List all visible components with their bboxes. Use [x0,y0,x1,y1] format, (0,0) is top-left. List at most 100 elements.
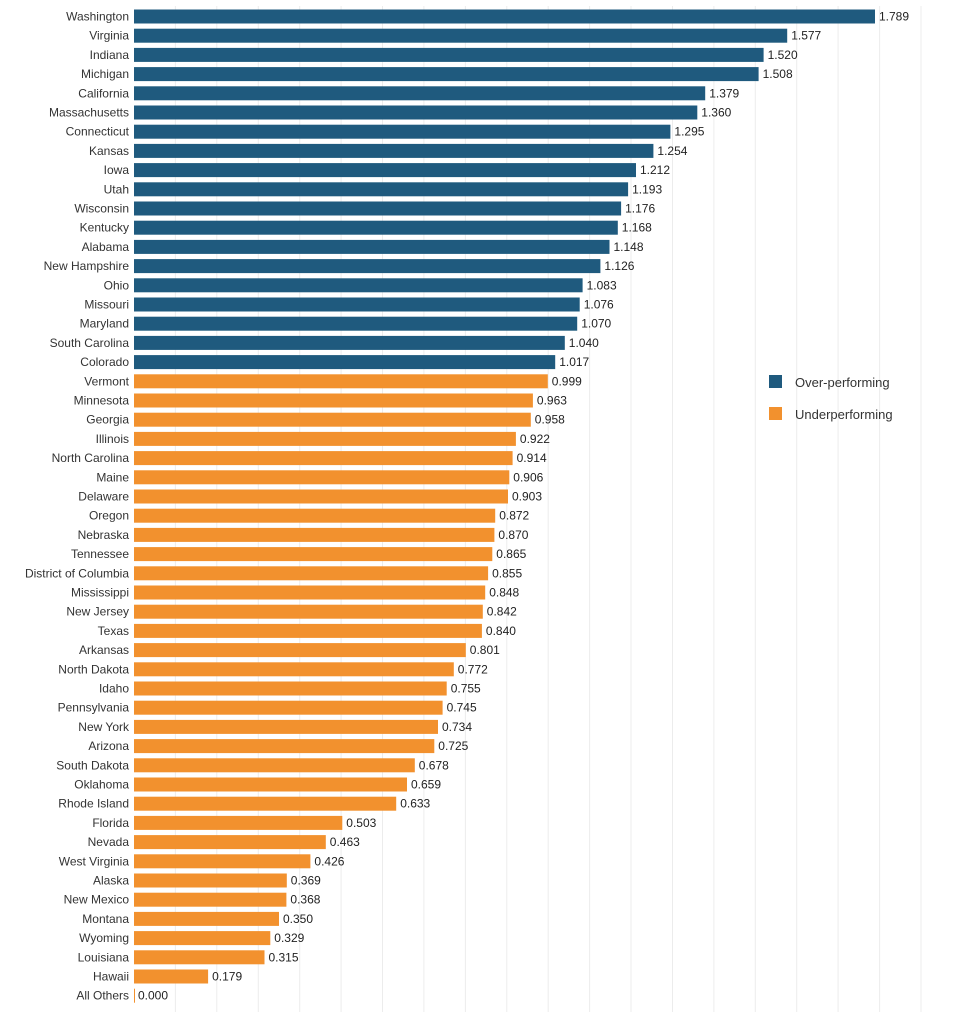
category-label: Michigan [81,67,129,81]
category-label: Nevada [88,835,130,849]
value-label: 0.659 [411,778,441,792]
bar [134,163,636,178]
bar-row: Wisconsin 1.176 [74,201,655,216]
category-label: New Hampshire [44,259,130,273]
bar [134,508,496,523]
bar [134,393,533,408]
value-label: 1.360 [701,106,731,120]
bar-row: North Dakota 0.772 [58,662,488,677]
bar [134,374,548,389]
value-label: 0.922 [520,432,550,446]
value-label: 1.520 [768,48,798,62]
value-label: 0.865 [496,547,526,561]
value-label: 1.126 [604,259,634,273]
bar [134,182,629,197]
value-label: 1.017 [559,355,589,369]
value-label: 0.633 [400,797,430,811]
bar-row: Indiana 1.520 [90,47,798,62]
bar [134,9,875,24]
category-label: Oklahoma [74,778,129,792]
legend-swatch-over [769,375,782,388]
category-label: New Mexico [64,893,130,907]
value-label: 0.840 [486,624,516,638]
bar-row: Vermont 0.999 [84,374,582,389]
bar-row: Arkansas 0.801 [79,643,500,658]
bar-row: Rhode Island 0.633 [58,796,431,811]
bar [134,643,466,658]
category-label: New Jersey [66,605,129,619]
category-label: Kentucky [80,221,129,235]
category-label: Connecticut [66,125,130,139]
category-label: Virginia [89,29,129,43]
category-label: Vermont [84,374,129,388]
bar [134,239,610,254]
bar-row: Nebraska 0.870 [78,527,529,542]
bar [134,220,618,235]
category-label: Colorado [80,355,129,369]
bar-row: Tennessee 0.865 [71,547,527,562]
value-label: 1.379 [709,86,739,100]
legend: Over-performing Underperforming [769,375,893,422]
value-label: 0.315 [269,950,299,964]
bar-row: Idaho 0.755 [99,681,481,696]
bar [134,566,489,581]
bar-row: Maine 0.906 [96,470,544,485]
bar [134,124,671,139]
value-label: 1.577 [791,29,821,43]
bar-row: New York 0.734 [78,719,472,734]
value-label: 0.963 [537,394,567,408]
bar-row: Virginia 1.577 [89,28,822,43]
value-label: 0.725 [438,739,468,753]
bar [134,105,698,120]
value-label: 1.193 [632,182,662,196]
category-label: Nebraska [78,528,130,542]
bar-row: Oregon 0.872 [89,508,530,523]
bar-row: South Carolina 1.040 [50,335,599,350]
bar-row: Iowa 1.212 [104,163,670,178]
bar [134,335,565,350]
bars: Washington 1.789 Virginia 1.577 Indiana 1.520… [25,9,909,1003]
bar [134,719,438,734]
bar-row: Kentucky 1.168 [80,220,652,235]
category-label: Massachusetts [49,106,129,120]
category-label: Arkansas [79,643,129,657]
bar [134,585,486,600]
bar [134,931,271,946]
bar [134,681,447,696]
bar [134,892,287,907]
category-label: Texas [98,624,129,638]
bar-row: Louisiana 0.315 [78,950,299,965]
category-label: Florida [92,816,129,830]
bar [134,527,495,542]
category-label: Pennsylvania [58,701,130,715]
category-label: Montana [82,912,129,926]
bar-row: Pennsylvania 0.745 [58,700,477,715]
bar-row: Missouri 1.076 [84,297,614,312]
category-label: Missouri [84,298,129,312]
category-label: Mississippi [71,586,129,600]
bar [134,815,343,830]
bar-row: Oklahoma 0.659 [74,777,441,792]
bar [134,431,516,446]
bar [134,911,279,926]
bar [134,67,759,82]
bar-row: Texas 0.840 [98,623,516,638]
category-label: Georgia [86,413,129,427]
category-label: California [78,86,129,100]
value-label: 0.855 [492,566,522,580]
value-label: 1.148 [614,240,644,254]
category-label: Delaware [78,490,129,504]
bar [134,489,508,504]
value-label: 0.906 [513,470,543,484]
bar [134,604,483,619]
bar-row: Hawaii 0.179 [93,969,242,984]
bar-row: Wyoming 0.329 [79,931,305,946]
category-label: West Virginia [59,854,130,868]
value-label: 1.212 [640,163,670,177]
category-label: Wyoming [79,931,129,945]
category-label: Alabama [82,240,130,254]
bar [134,28,788,43]
category-label: Hawaii [93,970,129,984]
bar [134,470,510,485]
